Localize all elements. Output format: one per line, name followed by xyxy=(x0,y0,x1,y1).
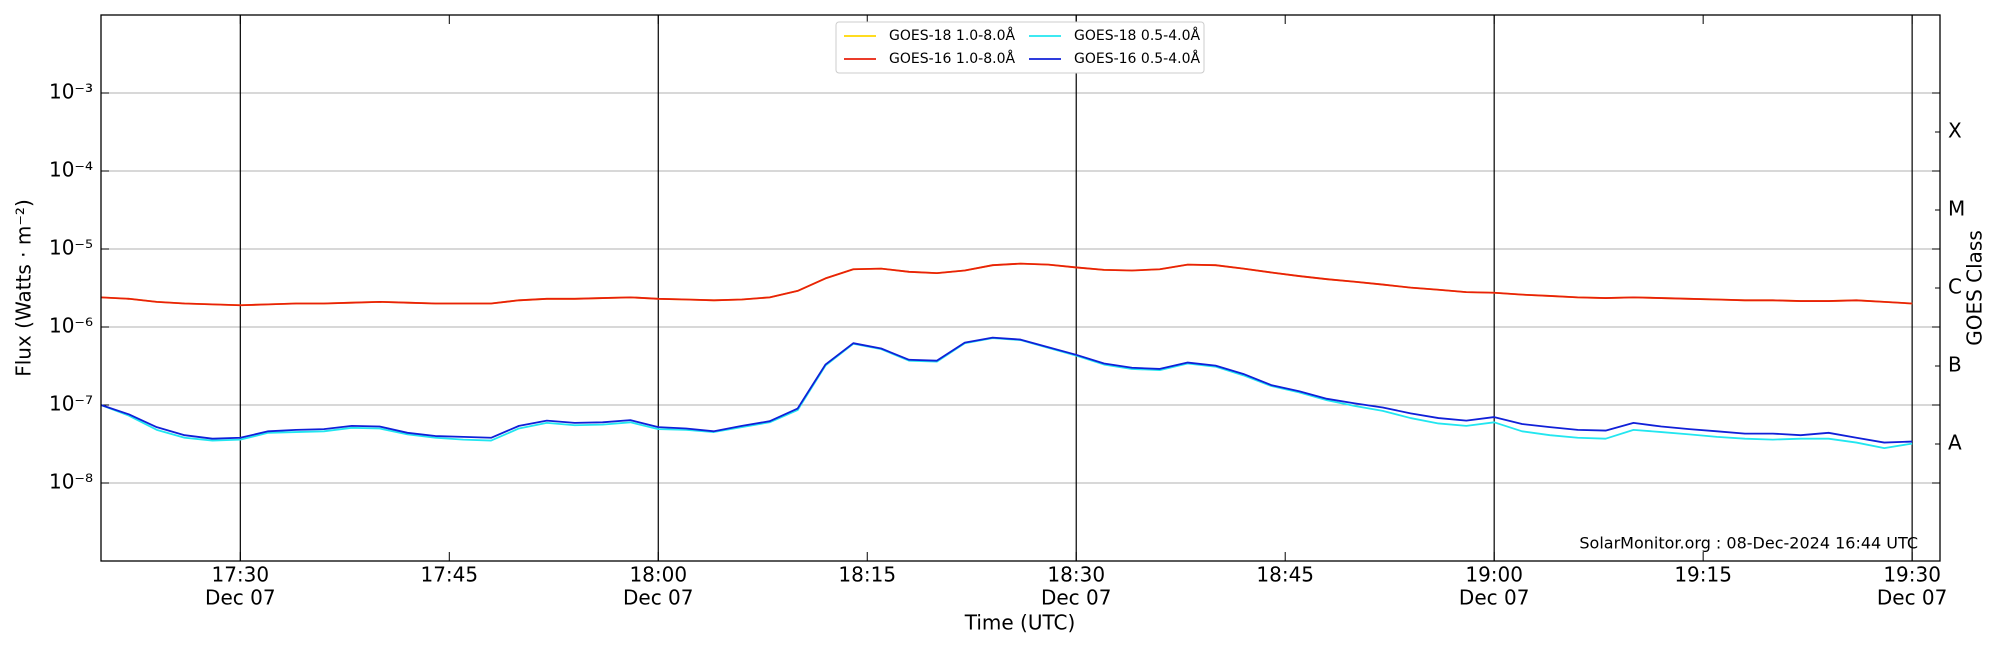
y-tick-label: 10⁻⁴ xyxy=(49,158,93,182)
x-tick-label: 18:15 xyxy=(838,563,896,587)
series-line xyxy=(100,262,1913,307)
y-axis-label: Flux (Watts · m⁻²) xyxy=(12,199,36,377)
x-tick-label: 17:30 xyxy=(211,563,269,587)
legend: GOES-18 1.0-8.0Å GOES-16 1.0-8.0Å GOES-18 … xyxy=(835,21,1205,74)
plot-frame xyxy=(100,14,1941,562)
y2-axis-label: GOES Class xyxy=(1963,230,1987,346)
series-line xyxy=(100,262,1913,307)
x-axis-label: Time (UTC) xyxy=(964,611,1076,635)
annotation: SolarMonitor.org : 08-Dec-2024 16:44 UTC xyxy=(1579,534,1918,553)
y-tick-label: 10⁻⁶ xyxy=(49,314,93,338)
series-line xyxy=(100,337,1913,450)
x-tick-date: Dec 07 xyxy=(623,586,694,610)
legend-label: GOES-18 0.5-4.0Å xyxy=(1074,27,1200,44)
legend-label: GOES-18 1.0-8.0Å xyxy=(889,27,1015,44)
x-tick-label: 18:00 xyxy=(629,563,687,587)
x-tick-date: Dec 07 xyxy=(205,586,276,610)
x-tick-label: 19:15 xyxy=(1674,563,1732,587)
x-tick-label: 18:30 xyxy=(1047,563,1105,587)
y2-tick-label: C xyxy=(1948,275,1962,299)
y2-tick-label: X xyxy=(1948,119,1962,143)
x-tick-date: Dec 07 xyxy=(1459,586,1530,610)
y2-tick-label: A xyxy=(1948,431,1962,455)
legend-label: GOES-16 1.0-8.0Å xyxy=(889,50,1015,67)
series-line xyxy=(100,336,1913,444)
x-tick-date: Dec 07 xyxy=(1877,586,1948,610)
x-tick-label: 18:45 xyxy=(1256,563,1314,587)
legend-label: GOES-16 0.5-4.0Å xyxy=(1074,50,1200,67)
x-tick-label: 19:30 xyxy=(1883,563,1941,587)
y-tick-label: 10⁻⁸ xyxy=(49,470,93,494)
y-tick-label: 10⁻³ xyxy=(49,80,93,104)
y2-tick-label: M xyxy=(1948,197,1965,221)
y2-tick-label: B xyxy=(1948,353,1962,377)
x-tick-label: 17:45 xyxy=(420,563,478,587)
x-tick-date: Dec 07 xyxy=(1041,586,1112,610)
x-tick-label: 19:00 xyxy=(1465,563,1523,587)
y-tick-label: 10⁻⁷ xyxy=(49,392,93,416)
legend-box xyxy=(835,21,1205,74)
y-tick-label: 10⁻⁵ xyxy=(49,236,93,260)
